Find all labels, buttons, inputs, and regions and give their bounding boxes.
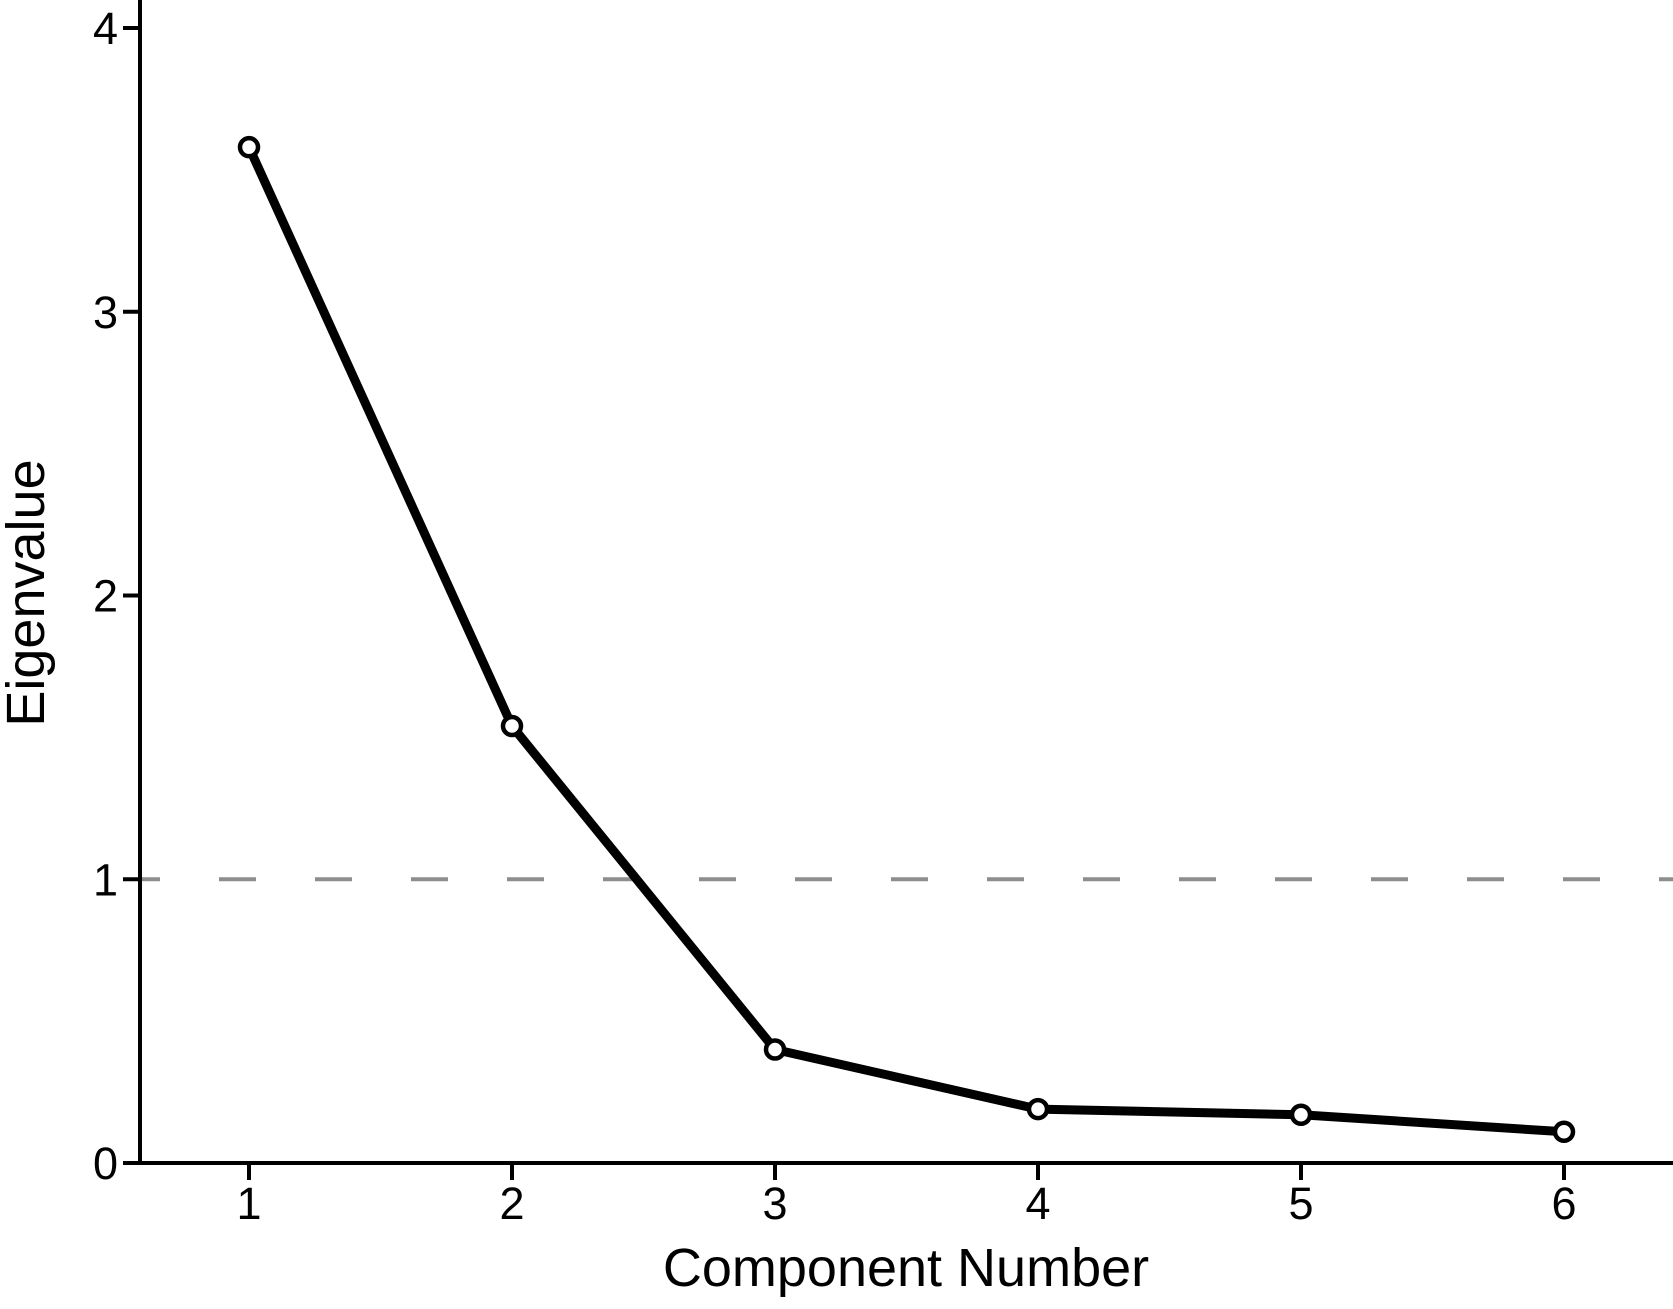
data-point-marker-1 <box>237 135 261 159</box>
y-tick-label: 1 <box>93 854 118 905</box>
y-tick-label: 4 <box>93 3 118 54</box>
x-tick-label: 2 <box>499 1178 524 1229</box>
x-tick-label: 1 <box>236 1178 261 1229</box>
x-tick-label: 4 <box>1025 1178 1050 1229</box>
data-point-marker-3 <box>763 1038 787 1061</box>
y-tick-label: 3 <box>93 287 118 338</box>
x-tick-label: 6 <box>1551 1178 1576 1229</box>
x-tick-label: 5 <box>1288 1178 1313 1229</box>
chart-layer: 0 1 2 3 4 1 2 3 4 5 6 <box>93 0 1673 1229</box>
data-point-marker-6 <box>1552 1120 1576 1144</box>
x-axis-title: Component Number <box>663 1238 1149 1298</box>
y-axis-title: Eigenvalue <box>0 459 56 726</box>
x-tick-label: 3 <box>762 1178 787 1229</box>
y-tick-label: 2 <box>93 571 118 622</box>
scree-line <box>244 145 1565 1137</box>
data-point-marker-2 <box>500 714 524 738</box>
y-tick-label: 0 <box>93 1138 118 1189</box>
data-point-marker-5 <box>1289 1103 1313 1127</box>
data-point-marker-4 <box>1026 1097 1050 1121</box>
